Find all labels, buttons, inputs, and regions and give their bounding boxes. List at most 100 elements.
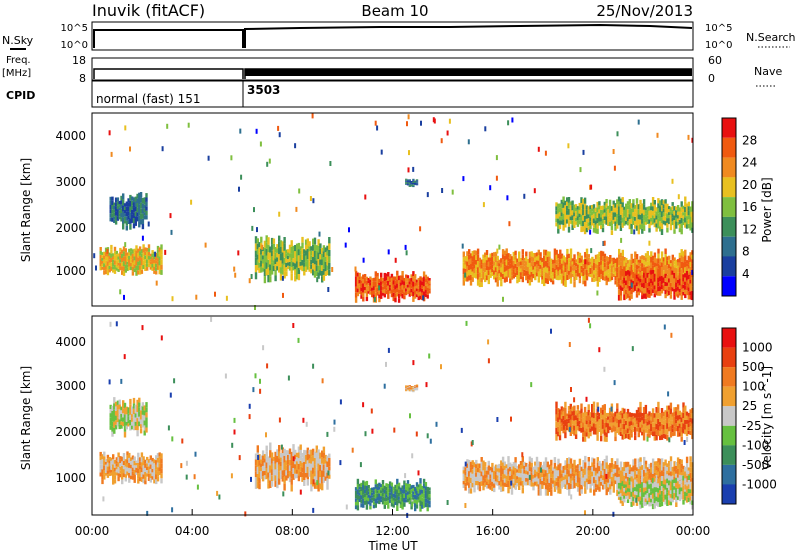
vel-data-cell (129, 468, 133, 472)
power-data-cell (354, 292, 358, 298)
power-data-cell (587, 269, 590, 273)
vel-data-cell (675, 483, 678, 488)
vel-data-cell (548, 482, 551, 488)
vel-data-cell (557, 422, 560, 427)
power-data-cell (313, 237, 317, 245)
power-data-cell (671, 213, 674, 218)
power-data-cell (555, 249, 558, 255)
vel-data-cell (637, 422, 640, 428)
power-data-cell (612, 260, 615, 265)
power-data-cell (566, 214, 569, 220)
vel-data-cell (414, 507, 417, 512)
vel-data-cell (685, 423, 689, 428)
power-data-cell (388, 287, 392, 291)
power-data-cell (642, 277, 646, 283)
vel-data-cell (468, 459, 471, 466)
power-data-cell (550, 270, 553, 275)
power-data-cell (578, 268, 582, 274)
power-data-cell (646, 221, 649, 224)
power-data-cell (487, 279, 490, 285)
power-data-cell (685, 216, 689, 221)
vel-data-cell (113, 409, 116, 416)
vel-data-cell (626, 499, 630, 503)
power-data-cell (269, 252, 272, 259)
vel-data-cell (623, 495, 626, 499)
vel-data-cell (684, 466, 687, 472)
power-data-cell (503, 266, 507, 272)
power-data-cell (637, 214, 640, 220)
power-data-cell (632, 267, 635, 272)
freq-label: Freq. (6, 55, 31, 66)
vel-data-cell (132, 419, 136, 425)
power-data-cell (303, 266, 306, 272)
power-data-cell (143, 215, 146, 220)
vel-data-cell (678, 459, 682, 465)
vel-data-cell (614, 476, 617, 481)
vel-data-cell (419, 494, 422, 501)
vel-data-cell (301, 452, 304, 458)
vel-data-cell (408, 387, 411, 389)
vel-data-cell (287, 459, 290, 465)
power-data-cell (673, 206, 676, 211)
power-data-speckle (589, 229, 592, 235)
power-data-cell (141, 198, 145, 204)
power-data-cell (288, 244, 292, 249)
power-data-cell (650, 287, 653, 292)
power-data-cell (585, 259, 589, 265)
vel-data-cell (678, 427, 682, 433)
power-data-cell (525, 275, 528, 281)
vel-data-cell (587, 466, 590, 471)
power-data-cell (139, 208, 143, 214)
vel-data-cell (687, 430, 690, 435)
vel-data-cell (279, 457, 283, 462)
vel-data-cell (131, 463, 135, 468)
vel-data-cell (321, 477, 324, 484)
vel-data-cell (578, 417, 581, 421)
power-data-cell (509, 268, 512, 274)
vel-data-cell (383, 493, 386, 498)
power-data-speckle (250, 274, 253, 279)
vel-data-cell (509, 466, 512, 472)
vel-data-cell (560, 426, 563, 431)
vel-data-cell (685, 482, 689, 487)
power-data-cell (392, 297, 395, 302)
vel-data-cell (537, 478, 540, 485)
power-data-cell (580, 259, 583, 263)
vel-data-cell (363, 485, 367, 490)
power-data-cell (295, 261, 299, 268)
power-data-cell (632, 272, 635, 277)
power-data-cell (651, 260, 655, 266)
power-colorbar-tick: 24 (742, 156, 757, 170)
vel-data-cell (691, 491, 694, 496)
power-colorbar-tick: 4 (742, 267, 750, 281)
power-data-cell (493, 265, 496, 271)
power-data-cell (539, 256, 542, 261)
power-data-cell (363, 280, 367, 284)
vel-data-cell (576, 409, 580, 414)
vel-data-cell (605, 468, 608, 476)
power-data-cell (132, 207, 136, 213)
power-data-cell (651, 255, 655, 261)
vel-data-cell (145, 402, 148, 408)
power-data-cell (594, 224, 597, 229)
vel-data-cell (496, 471, 499, 476)
vel-data-cell (269, 480, 272, 488)
power-data-cell (111, 196, 114, 201)
power-data-cell (394, 276, 397, 281)
power-data-cell (601, 227, 605, 233)
power-data-cell (116, 213, 120, 217)
vel-data-cell (278, 471, 281, 479)
power-data-cell (675, 282, 678, 287)
power-data-cell (153, 270, 156, 274)
vel-data-cell (369, 491, 372, 496)
vel-data-cell (659, 471, 662, 478)
vel-data-cell (673, 461, 676, 467)
vel-data-cell (376, 497, 379, 501)
power-data-cell (103, 267, 106, 271)
vel-data-cell (387, 496, 390, 501)
power-data-cell (414, 182, 417, 184)
power-data-cell (365, 292, 369, 297)
vel-data-cell (607, 482, 610, 488)
power-data-cell (685, 211, 689, 217)
vel-data-cell (626, 488, 630, 492)
